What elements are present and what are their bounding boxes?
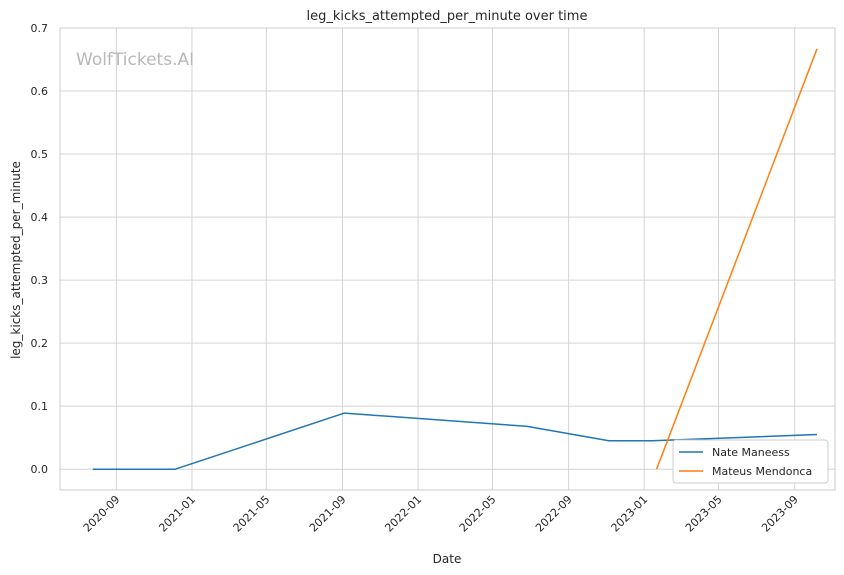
x-tick-label: 2021-09 [307,493,349,535]
y-tick-label: 0.5 [31,148,49,161]
series-line-nate-maneess [92,412,818,470]
plot-frame [59,27,836,491]
x-tick-label: 2023-09 [759,493,801,535]
legend-label-mateus-mendonca: Mateus Mendonca [712,465,812,478]
x-tick-label: 2020-09 [81,493,123,535]
legend: Nate Maneess Mateus Mendonca [672,439,829,484]
chart-title: leg_kicks_attempted_per_minute over time [307,9,588,24]
x-axis-label: Date [433,552,462,566]
x-ticks: 2020-09 2021-01 2021-05 2021-09 2022-01 2022-… [81,493,801,535]
y-tick-label: 0.4 [31,211,49,224]
series-line-mateus-mendonca [655,48,818,470]
x-tick-label: 2021-05 [231,493,273,535]
y-tick-label: 0.7 [31,22,49,35]
x-tick-label: 2023-05 [683,493,725,535]
grid [60,27,835,490]
watermark: WolfTickets.AI [76,50,194,70]
y-tick-label: 0.1 [31,400,49,413]
legend-box [672,439,829,484]
x-tick-label: 2021-01 [156,493,198,535]
x-tick-label: 2022-01 [382,493,424,535]
y-tick-label: 0.0 [31,463,49,476]
x-tick-label: 2022-05 [457,493,499,535]
x-tick-label: 2022-09 [533,493,575,535]
y-tick-label: 0.6 [31,85,49,98]
x-tick-label: 2023-01 [609,493,651,535]
y-axis-label: leg_kicks_attempted_per_minute [9,161,23,359]
y-tick-label: 0.2 [31,337,49,350]
series-layer [92,48,818,470]
y-tick-label: 0.3 [31,274,49,287]
legend-label-nate-maness: Nate Maneess [712,446,790,459]
y-ticks: 0.0 0.1 0.2 0.3 0.4 0.5 0.6 0.7 [31,22,49,476]
